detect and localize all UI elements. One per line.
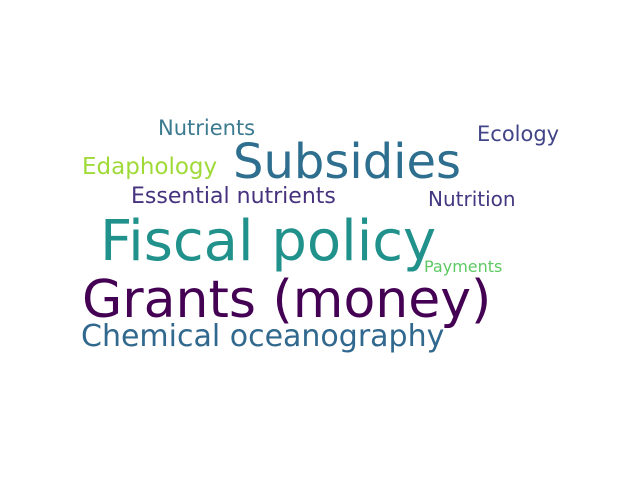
word-edaphology: Edaphology (82, 154, 218, 180)
word-nutrients: Nutrients (158, 116, 256, 140)
word-fiscal-policy: Fiscal policy (100, 209, 437, 274)
word-ecology: Ecology (477, 122, 560, 146)
word-essential-nutrients: Essential nutrients (131, 184, 336, 209)
word-subsidies: Subsidies (233, 134, 462, 190)
word-nutrition: Nutrition (428, 187, 516, 211)
word-payments: Payments (424, 257, 503, 276)
word-grants-money: Grants (money) (82, 270, 492, 330)
word-chemical-oceanography: Chemical oceanography (81, 319, 445, 354)
